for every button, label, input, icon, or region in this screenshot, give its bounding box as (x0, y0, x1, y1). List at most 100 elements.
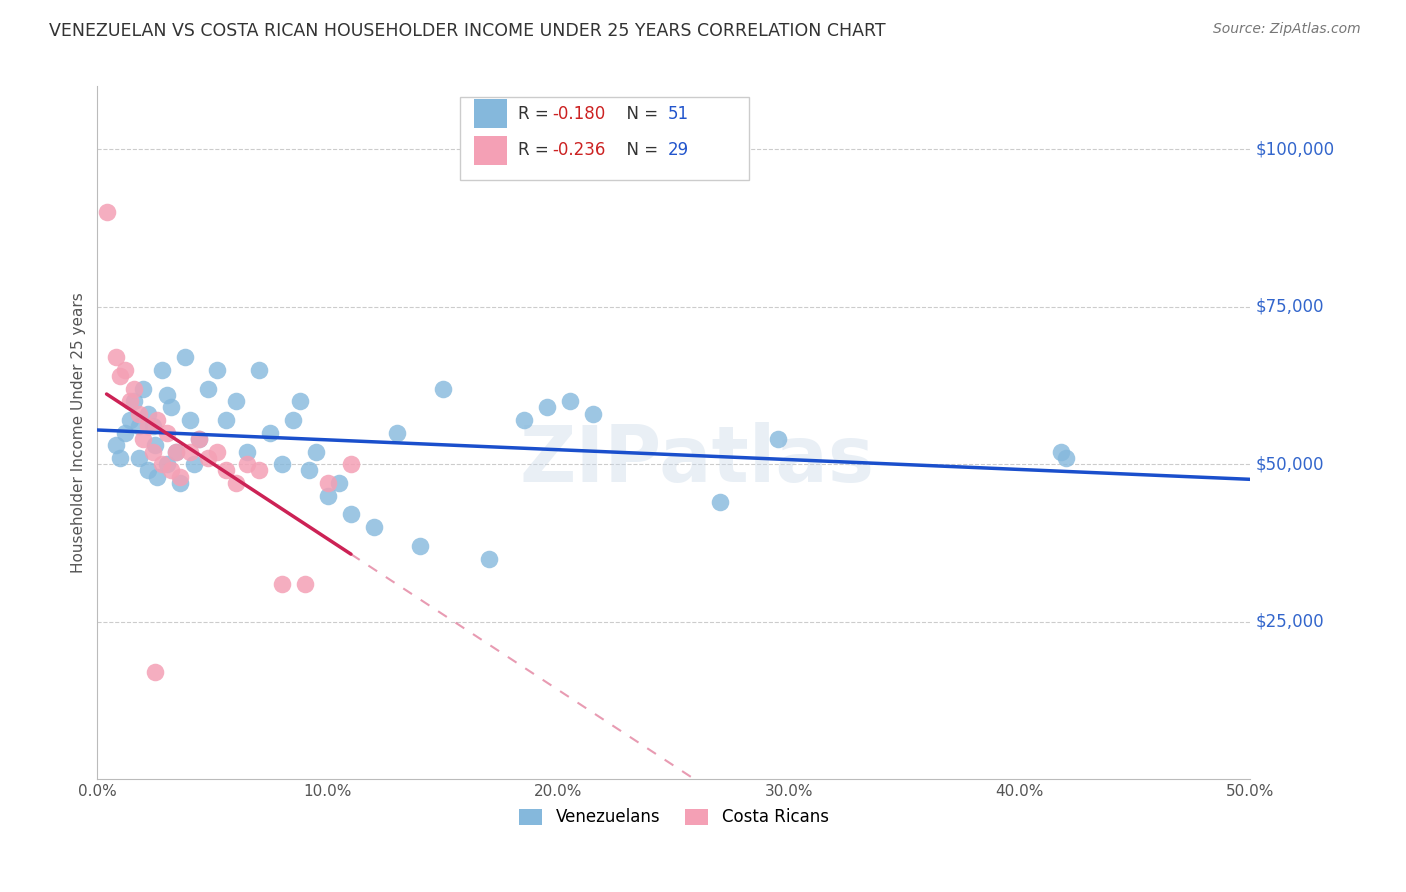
Point (197, 450, 219, 465)
Point (114, 362, 136, 376)
Text: R =: R = (519, 104, 554, 123)
Point (110, 450, 132, 465)
Point (582, 407, 605, 421)
Point (128, 419, 150, 434)
Point (305, 444, 328, 458)
Point (558, 394, 581, 409)
Point (122, 382, 145, 396)
Point (215, 463, 238, 477)
Text: Source: ZipAtlas.com: Source: ZipAtlas.com (1213, 22, 1361, 37)
Y-axis label: Householder Income Under 25 years: Householder Income Under 25 years (72, 293, 86, 573)
Point (187, 432, 209, 446)
Point (283, 413, 305, 427)
Point (146, 413, 169, 427)
Point (1050, 444, 1073, 458)
Point (169, 469, 191, 483)
Point (128, 450, 150, 465)
Point (155, 457, 177, 471)
Text: R =: R = (519, 141, 554, 160)
Point (165, 444, 187, 458)
Text: $75,000: $75,000 (1256, 298, 1324, 316)
Point (215, 413, 238, 427)
Point (122, 394, 145, 409)
Point (236, 457, 259, 471)
Point (247, 463, 270, 477)
Point (143, 665, 166, 679)
Point (179, 413, 201, 427)
Point (709, 495, 731, 509)
Point (174, 350, 197, 364)
Bar (474, 136, 506, 165)
Point (136, 463, 159, 477)
Point (146, 469, 169, 483)
Text: ZIPatlas: ZIPatlas (519, 422, 875, 499)
Point (270, 457, 292, 471)
Point (513, 413, 536, 427)
Point (316, 489, 339, 503)
Point (187, 432, 209, 446)
Point (385, 425, 408, 440)
Point (432, 382, 454, 396)
Point (165, 444, 187, 458)
Point (536, 401, 558, 415)
Point (179, 444, 201, 458)
Point (160, 401, 183, 415)
Text: -0.236: -0.236 (553, 141, 606, 160)
Text: 51: 51 (668, 104, 689, 123)
Point (143, 438, 166, 452)
Point (160, 463, 183, 477)
Point (136, 419, 159, 434)
Bar (474, 99, 506, 128)
Point (478, 551, 501, 566)
Point (110, 368, 132, 383)
Point (298, 463, 321, 477)
Point (128, 407, 150, 421)
Point (132, 382, 155, 396)
Point (259, 425, 281, 440)
Point (340, 457, 363, 471)
Point (155, 388, 177, 402)
Text: VENEZUELAN VS COSTA RICAN HOUSEHOLDER INCOME UNDER 25 YEARS CORRELATION CHART: VENEZUELAN VS COSTA RICAN HOUSEHOLDER IN… (49, 22, 886, 40)
Point (197, 382, 219, 396)
Point (118, 394, 141, 409)
Point (225, 475, 247, 490)
Point (328, 475, 350, 490)
Point (236, 444, 259, 458)
Point (766, 432, 789, 446)
Point (136, 407, 159, 421)
Point (316, 475, 339, 490)
Point (409, 539, 432, 553)
Legend: Venezuelans, Costa Ricans: Venezuelans, Costa Ricans (512, 802, 835, 833)
Point (183, 457, 205, 471)
Point (225, 394, 247, 409)
Point (142, 419, 165, 434)
Point (340, 508, 363, 522)
Point (150, 362, 173, 376)
Point (363, 520, 385, 534)
Point (96, 205, 118, 219)
Bar (461, 96, 749, 180)
Text: N =: N = (616, 104, 664, 123)
Point (132, 432, 155, 446)
Point (114, 425, 136, 440)
Point (104, 350, 127, 364)
Point (207, 444, 229, 458)
Point (104, 438, 127, 452)
Point (155, 425, 177, 440)
Point (118, 413, 141, 427)
Point (290, 394, 312, 409)
Point (270, 576, 292, 591)
Point (169, 475, 191, 490)
Text: N =: N = (616, 141, 664, 160)
Point (150, 457, 173, 471)
Text: 29: 29 (668, 141, 689, 160)
Text: $100,000: $100,000 (1256, 140, 1336, 158)
Point (207, 362, 229, 376)
Text: -0.180: -0.180 (553, 104, 606, 123)
Text: $50,000: $50,000 (1256, 455, 1324, 473)
Point (142, 444, 165, 458)
Point (247, 362, 270, 376)
Text: $25,000: $25,000 (1256, 613, 1324, 631)
Point (294, 576, 316, 591)
Point (1054, 450, 1077, 465)
